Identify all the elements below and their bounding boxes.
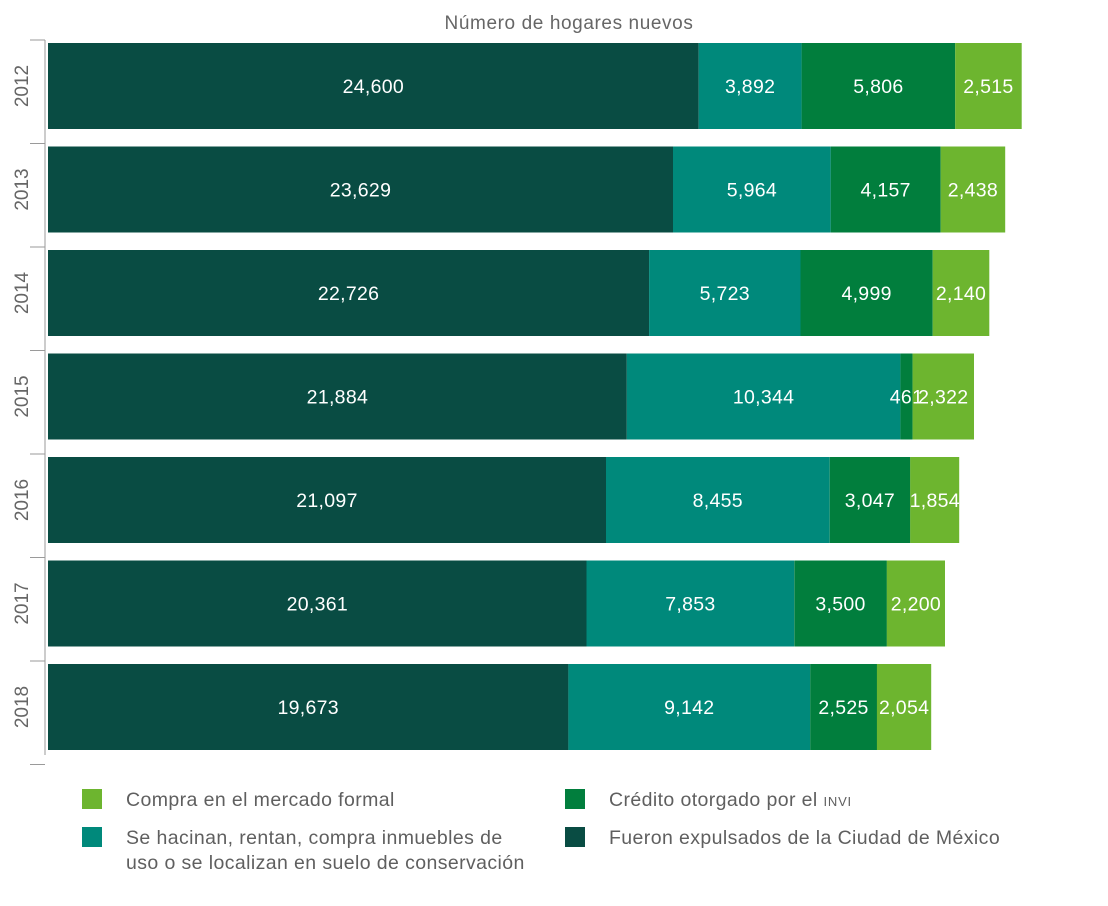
bar-2017-compra-en-el-mercado-formal [886, 560, 945, 647]
data-label-2015-compra-en-el-mercado-formal: 2,322 [918, 387, 968, 409]
chart-title: Número de hogares nuevos [445, 13, 694, 34]
bar-2012-compra-en-el-mercado-formal [955, 43, 1022, 129]
data-label-2013-credito-otorgado-por-el: 4,157 [861, 180, 911, 202]
bar-2016-credito-otorgado-por-el [829, 457, 911, 543]
data-label-2012-fueron-expulsados-de-la-ciudad-de-mexico: 24,600 [343, 76, 404, 98]
bar-2018-se-hacinan-rentan-compra-inmuebles-de-us [568, 664, 811, 750]
data-label-2018-compra-en-el-mercado-formal: 2,054 [879, 697, 929, 719]
bar-2017-se-hacinan-rentan-compra-inmuebles-de-us [586, 560, 795, 647]
bar-2012-se-hacinan-rentan-compra-inmuebles-de-us [698, 43, 802, 129]
data-label-2015-fueron-expulsados-de-la-ciudad-de-mexico: 21,884 [307, 387, 368, 409]
data-label-2015-credito-otorgado-por-el: 461 [890, 387, 923, 409]
legend-item-expulsados: Fueron expulsados de la Ciudad de México [565, 826, 1000, 851]
bar-2018-compra-en-el-mercado-formal [876, 664, 932, 750]
legend-label-text: Crédito otorgado por el [609, 789, 818, 811]
bar-2015-credito-otorgado-por-el [900, 353, 913, 440]
data-label-2013-se-hacinan-rentan-compra-inmuebles-de-us: 5,964 [727, 180, 777, 202]
bar-2017-fueron-expulsados-de-la-ciudad-de-mexico [48, 560, 587, 647]
bar-2015-se-hacinan-rentan-compra-inmuebles-de-us [626, 353, 901, 440]
bar-2012-fueron-expulsados-de-la-ciudad-de-mexico [48, 43, 699, 129]
bar-2016-fueron-expulsados-de-la-ciudad-de-mexico [48, 457, 606, 543]
bar-2018-fueron-expulsados-de-la-ciudad-de-mexico [48, 664, 569, 750]
data-label-2018-se-hacinan-rentan-compra-inmuebles-de-us: 9,142 [664, 697, 714, 719]
bar-2015-compra-en-el-mercado-formal [912, 353, 974, 440]
legend-item-compra-mercado-formal: Compra en el mercado formal [82, 788, 395, 813]
data-label-2012-se-hacinan-rentan-compra-inmuebles-de-us: 3,892 [725, 76, 775, 98]
data-label-2013-compra-en-el-mercado-formal: 2,438 [948, 180, 998, 202]
data-label-2014-compra-en-el-mercado-formal: 2,140 [936, 283, 986, 305]
legend-item-se-hacinan: Se hacinan, rentan, compra inmuebles de … [82, 826, 552, 876]
y-tick-label-2017: 2017 [12, 582, 33, 624]
bar-2013-se-hacinan-rentan-compra-inmuebles-de-us [673, 146, 831, 233]
data-label-2012-compra-en-el-mercado-formal: 2,515 [963, 76, 1013, 98]
data-label-2018-fueron-expulsados-de-la-ciudad-de-mexico: 19,673 [277, 697, 338, 719]
bar-2016-se-hacinan-rentan-compra-inmuebles-de-us [606, 457, 830, 543]
y-tick-label-2015: 2015 [12, 375, 33, 417]
data-label-2016-se-hacinan-rentan-compra-inmuebles-de-us: 8,455 [693, 490, 743, 512]
data-label-2016-fueron-expulsados-de-la-ciudad-de-mexico: 21,097 [296, 490, 357, 512]
data-label-2018-credito-otorgado-por-el: 2,525 [818, 697, 868, 719]
data-label-2016-compra-en-el-mercado-formal: 1,854 [910, 490, 960, 512]
legend-swatch [565, 827, 585, 847]
bars [48, 43, 1022, 750]
bar-2014-compra-en-el-mercado-formal [932, 250, 990, 336]
bar-2017-credito-otorgado-por-el [794, 560, 887, 647]
data-labels: 24,600 3,892 5,806 2,515 23,629 5,964 4,157 2,4… [277, 76, 1013, 719]
data-label-2014-credito-otorgado-por-el: 4,999 [841, 283, 891, 305]
chart-svg: Número de hogares nuevos 24,600 3,892 5,80… [12, 13, 1022, 765]
data-label-2017-fueron-expulsados-de-la-ciudad-de-mexico: 20,361 [287, 594, 348, 616]
data-label-2014-se-hacinan-rentan-compra-inmuebles-de-us: 5,723 [700, 283, 750, 305]
bar-2014-credito-otorgado-por-el [800, 250, 933, 336]
y-axis-tick-labels: 2012 2013 2014 2015 2016 2017 2018 [12, 65, 33, 728]
legend-label: Fueron expulsados de la Ciudad de México [609, 827, 1001, 849]
legend-item-credito-invi: Crédito otorgado por el INVI [565, 788, 852, 814]
legend-label: Crédito otorgado por el INVI [609, 788, 852, 814]
y-axis-ticks [30, 39, 45, 765]
bar-2013-fueron-expulsados-de-la-ciudad-de-mexico [48, 146, 673, 233]
data-label-2017-compra-en-el-mercado-formal: 2,200 [891, 594, 941, 616]
legend-swatch [565, 789, 585, 809]
legend-label: Se hacinan, rentan, compra inmuebles de … [126, 827, 525, 874]
bar-2018-credito-otorgado-por-el [810, 664, 877, 750]
y-tick-label-2012: 2012 [12, 65, 33, 107]
bar-2015-fueron-expulsados-de-la-ciudad-de-mexico [48, 353, 627, 440]
bar-2016-compra-en-el-mercado-formal [910, 457, 960, 543]
data-label-2012-credito-otorgado-por-el: 5,806 [853, 76, 903, 98]
bar-2014-fueron-expulsados-de-la-ciudad-de-mexico [48, 250, 650, 336]
y-tick-label-2013: 2013 [12, 168, 33, 210]
data-label-2016-credito-otorgado-por-el: 3,047 [845, 490, 895, 512]
bar-2012-credito-otorgado-por-el [801, 43, 956, 129]
y-tick-label-2018: 2018 [12, 686, 33, 728]
legend-swatch [82, 827, 102, 847]
bar-2014-se-hacinan-rentan-compra-inmuebles-de-us [649, 250, 801, 336]
data-label-2014-fueron-expulsados-de-la-ciudad-de-mexico: 22,726 [318, 283, 379, 305]
legend-label: Compra en el mercado formal [126, 789, 395, 811]
bar-2013-compra-en-el-mercado-formal [940, 146, 1006, 233]
legend-label-acronym: INVI [823, 794, 852, 809]
data-label-2015-se-hacinan-rentan-compra-inmuebles-de-us: 10,344 [733, 387, 794, 409]
bar-2013-credito-otorgado-por-el [830, 146, 941, 233]
y-tick-label-2016: 2016 [12, 479, 33, 521]
y-tick-label-2014: 2014 [12, 271, 33, 314]
data-label-2017-se-hacinan-rentan-compra-inmuebles-de-us: 7,853 [665, 594, 715, 616]
data-label-2013-fueron-expulsados-de-la-ciudad-de-mexico: 23,629 [330, 180, 391, 202]
data-label-2017-credito-otorgado-por-el: 3,500 [815, 594, 865, 616]
legend-swatch [82, 789, 102, 809]
